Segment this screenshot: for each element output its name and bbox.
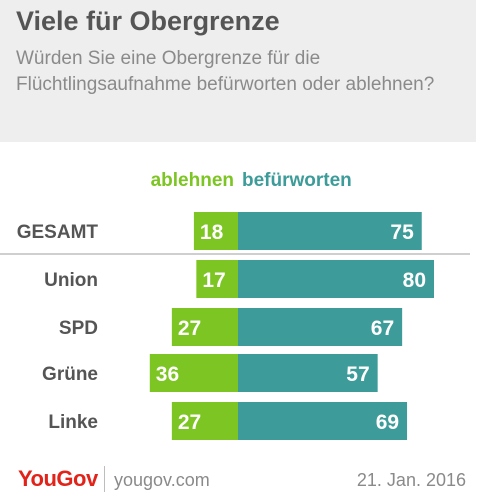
bar-befuerworten <box>238 402 408 440</box>
category-label: Union <box>44 270 98 291</box>
category-label: GESAMT <box>17 222 99 243</box>
value-label-ablehnen: 17 <box>202 269 225 292</box>
bar-chart: ablehnen befürworten GESAMT 18 75 Union 17 80 S… <box>0 170 470 440</box>
bar-befuerworten <box>238 212 422 250</box>
value-label-ablehnen: 36 <box>156 363 179 386</box>
legend-befuerworten: befürworten <box>242 170 352 191</box>
value-label-befuerworten: 57 <box>346 363 369 386</box>
category-label: Grüne <box>42 364 98 385</box>
value-label-befuerworten: 69 <box>376 411 399 434</box>
bar-ablehnen <box>171 308 238 346</box>
question-text: Würden Sie eine Obergrenze für die Flüch… <box>16 48 435 95</box>
bar-ablehnen <box>149 354 238 392</box>
bar-ablehnen <box>171 402 238 440</box>
bar-befuerworten <box>238 260 434 298</box>
bar-befuerworten <box>238 354 378 392</box>
value-label-befuerworten: 75 <box>390 221 414 244</box>
value-label-ablehnen: 27 <box>178 411 201 434</box>
chart-legend: ablehnen befürworten <box>151 170 352 191</box>
category-label: Linke <box>48 412 98 433</box>
page-title: Viele für Obergrenze <box>16 6 280 36</box>
footer-website: yougov.com <box>114 470 210 490</box>
footer-date: 21. Jan. 2016 <box>356 470 466 490</box>
bar-ablehnen <box>193 212 238 250</box>
category-label: SPD <box>59 318 98 339</box>
value-label-ablehnen: 18 <box>200 221 224 244</box>
value-label-befuerworten: 80 <box>403 269 426 292</box>
bar-befuerworten <box>238 308 403 346</box>
bar-ablehnen <box>196 260 238 298</box>
value-label-befuerworten: 67 <box>371 317 394 340</box>
footer-divider <box>104 466 105 492</box>
header-panel: Viele für Obergrenze Würden Sie eine Obe… <box>0 0 476 142</box>
chart-rows: GESAMT 18 75 Union 17 80 SPD 27 67 Grüne 36 57 Linke… <box>0 212 470 440</box>
legend-ablehnen: ablehnen <box>151 170 234 191</box>
value-label-ablehnen: 27 <box>178 317 201 340</box>
yougov-logo: YouGov <box>18 466 98 491</box>
